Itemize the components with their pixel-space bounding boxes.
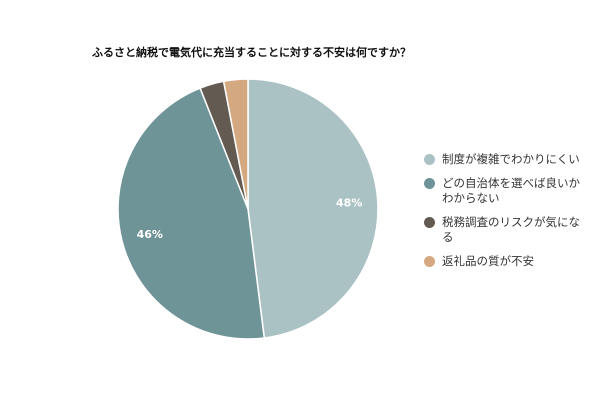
legend-label-line: る: [442, 230, 454, 244]
legend-swatch-complex-system: [424, 154, 435, 165]
legend-label: 返礼品の質が不安: [442, 254, 600, 269]
legend-label-line: どの自治体を選べば良いか: [442, 176, 580, 190]
chart-title: ふるさと納税で電気代に充当することに対する不安は何ですか？: [92, 46, 411, 59]
slice-value-label: 46%: [137, 228, 163, 241]
legend-label: どの自治体を選べば良いか わからない: [442, 176, 600, 206]
pie-slice-municipality-choice[interactable]: [117, 87, 266, 340]
legend-swatch-tax-audit-risk: [424, 217, 435, 228]
legend-item-tax-audit-risk[interactable]: 税務調査のリスクが気にな る: [424, 215, 600, 245]
pie-slice-gift-quality[interactable]: [222, 78, 249, 210]
legend-swatch-gift-quality: [424, 256, 435, 267]
legend-label-line: 返礼品の質が不安: [442, 254, 534, 268]
legend-label: 制度が複雑でわかりにくい: [442, 152, 600, 167]
legend-label: 税務調査のリスクが気にな る: [442, 215, 600, 245]
legend-item-municipality-choice[interactable]: どの自治体を選べば良いか わからない: [424, 176, 600, 206]
legend: 制度が複雑でわかりにくい どの自治体を選べば良いか わからない 税務調査のリスク…: [424, 152, 600, 278]
legend-label-line: 税務調査のリスクが気にな: [442, 215, 580, 229]
legend-label-line: 制度が複雑でわかりにくい: [442, 152, 580, 166]
pie-slice-complex-system[interactable]: [247, 78, 379, 339]
legend-swatch-municipality-choice: [424, 178, 435, 189]
legend-item-gift-quality[interactable]: 返礼品の質が不安: [424, 254, 600, 269]
slice-value-label: 48%: [336, 197, 362, 210]
legend-label-line: わからない: [442, 191, 500, 205]
legend-item-complex-system[interactable]: 制度が複雑でわかりにくい: [424, 152, 600, 167]
